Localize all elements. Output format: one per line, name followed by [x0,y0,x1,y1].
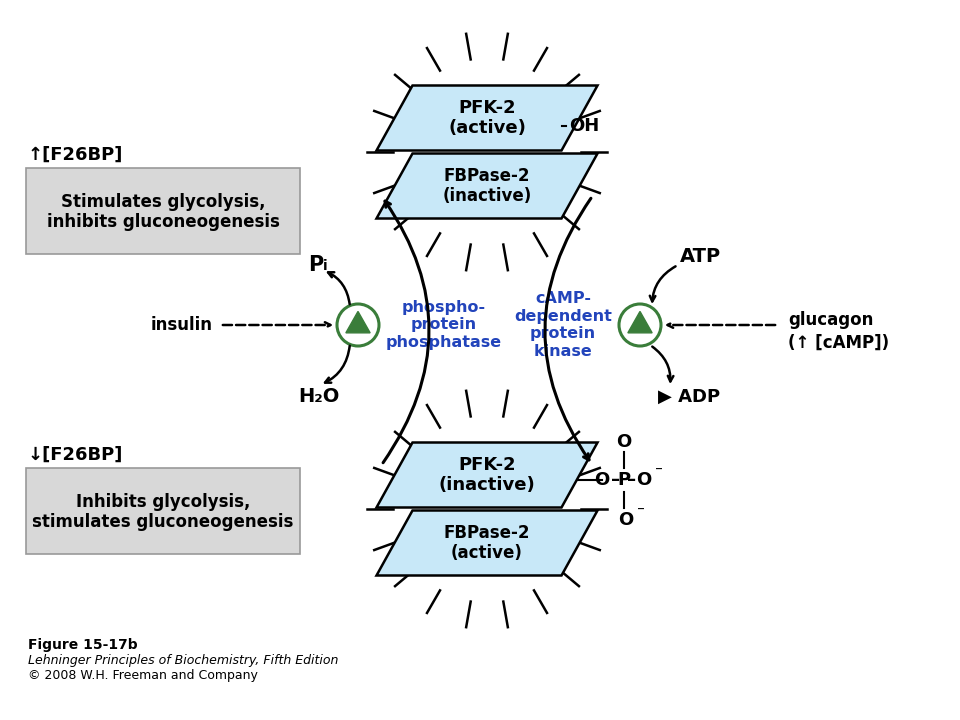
Text: OH: OH [569,117,600,135]
Polygon shape [346,312,371,333]
FancyBboxPatch shape [26,168,300,254]
Text: FBPase-2
(active): FBPase-2 (active) [444,523,530,562]
Text: PFK-2
(active): PFK-2 (active) [448,99,526,138]
Text: © 2008 W.H. Freeman and Company: © 2008 W.H. Freeman and Company [28,669,258,682]
Text: cAMP-
dependent
protein
kinase: cAMP- dependent protein kinase [515,292,612,359]
Text: Figure 15-17b: Figure 15-17b [28,638,137,652]
Text: ↑[F26BP]: ↑[F26BP] [28,146,124,164]
Text: –: – [611,471,620,489]
Text: O: O [616,433,631,451]
Text: i: i [323,259,327,273]
Text: ↓[F26BP]: ↓[F26BP] [28,446,124,464]
Text: ATP: ATP [680,248,721,266]
Text: insulin: insulin [151,316,213,334]
Text: O: O [594,471,610,489]
Text: O: O [636,471,651,489]
Text: H₂O: H₂O [298,387,340,407]
Text: ⁻: ⁻ [656,464,663,480]
Polygon shape [628,312,652,333]
Text: glucagon: glucagon [788,311,874,329]
Text: –: – [627,471,636,489]
FancyBboxPatch shape [26,468,300,554]
Text: ▶ ADP: ▶ ADP [658,388,720,406]
Text: (↑ [cAMP]): (↑ [cAMP]) [788,334,889,352]
Text: Lehninger Principles of Biochemistry, Fifth Edition: Lehninger Principles of Biochemistry, Fi… [28,654,338,667]
Text: Inhibits glycolysis,
stimulates gluconeogenesis: Inhibits glycolysis, stimulates gluconeo… [33,492,294,531]
Polygon shape [376,86,597,150]
Text: Stimulates glycolysis,
inhibits gluconeogenesis: Stimulates glycolysis, inhibits gluconeo… [47,192,279,231]
Text: FBPase-2
(inactive): FBPase-2 (inactive) [443,166,532,205]
Text: phospho-
protein
phosphatase: phospho- protein phosphatase [386,300,502,350]
Text: P: P [617,471,630,489]
Polygon shape [376,153,597,218]
Text: P: P [308,255,324,275]
Text: ⁻: ⁻ [636,505,644,520]
Polygon shape [376,443,597,508]
Polygon shape [376,510,597,575]
Text: PFK-2
(inactive): PFK-2 (inactive) [439,456,536,495]
Text: O: O [618,511,634,529]
